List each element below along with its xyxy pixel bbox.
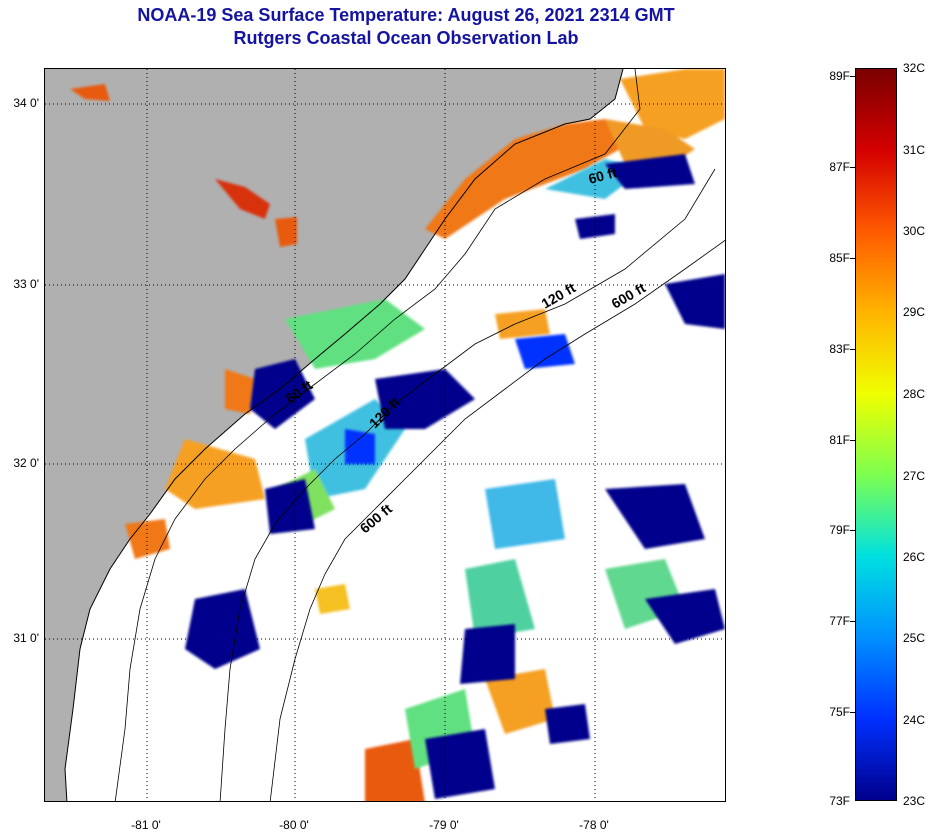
colorbar-c-label: 23C xyxy=(903,794,926,808)
grid-lines xyxy=(45,69,725,801)
colorbar-c-label: 27C xyxy=(903,469,926,483)
isobath-600ft xyxy=(269,239,725,801)
colorbar-tick xyxy=(850,76,855,77)
colorbar-c-label: 28C xyxy=(903,387,926,401)
lon-label-81: -81 0' xyxy=(131,818,161,832)
colorbar-f-label: 75F xyxy=(829,705,850,719)
coastline xyxy=(64,69,624,801)
colorbar-f-label: 73F xyxy=(829,794,850,808)
colorbar-f-label: 89F xyxy=(829,69,850,83)
colorbar-f-label: 87F xyxy=(829,160,850,174)
warm-sst-patches xyxy=(70,69,725,801)
colorbar-c-label: 32C xyxy=(903,61,926,75)
lat-label-31: 31 0' xyxy=(13,631,39,645)
colorbar-c-label: 24C xyxy=(903,713,926,727)
map-title: NOAA-19 Sea Surface Temperature: August … xyxy=(137,5,675,25)
land-area xyxy=(45,69,623,801)
lon-label-78: -78 0' xyxy=(579,818,609,832)
colorbar-f-label: 77F xyxy=(829,614,850,628)
colorbar-tick xyxy=(850,167,855,168)
colorbar-f-label: 83F xyxy=(829,342,850,356)
temperature-colorbar xyxy=(855,68,897,801)
colorbar-f-label: 85F xyxy=(829,251,850,265)
colorbar-tick xyxy=(850,530,855,531)
colorbar-tick xyxy=(850,621,855,622)
colorbar-f-label: 79F xyxy=(829,523,850,537)
contour-label-600ft-north: 600 ft xyxy=(609,279,649,311)
colorbar-c-label: 26C xyxy=(903,550,926,564)
sst-map-canvas: 60 ft 120 ft 600 ft 60 ft 120 ft 600 ft xyxy=(45,69,725,801)
isobath-60ft xyxy=(114,69,641,801)
lat-label-34: 34 0' xyxy=(13,96,39,110)
sst-map: 60 ft 120 ft 600 ft 60 ft 120 ft 600 ft xyxy=(44,68,726,802)
colorbar-f-label: 81F xyxy=(829,433,850,447)
lon-label-79: -79 0' xyxy=(429,818,459,832)
colorbar-tick xyxy=(850,258,855,259)
colorbar-c-label: 29C xyxy=(903,305,926,319)
contour-label-60ft-north: 60 ft xyxy=(587,164,619,187)
lat-label-33: 33 0' xyxy=(13,277,39,291)
colorbar-c-label: 31C xyxy=(903,143,926,157)
colorbar-tick xyxy=(850,349,855,350)
colorbar-c-label: 25C xyxy=(903,631,926,645)
colorbar-tick xyxy=(850,440,855,441)
isobath-120ft xyxy=(219,168,716,801)
lat-label-32: 32 0' xyxy=(13,456,39,470)
colorbar-c-label: 30C xyxy=(903,224,926,238)
contour-label-600ft-south: 600 ft xyxy=(357,500,396,536)
colorbar-tick xyxy=(850,712,855,713)
map-subtitle: Rutgers Coastal Ocean Observation Lab xyxy=(233,28,579,48)
cold-sst-patches xyxy=(185,154,725,799)
lon-label-80: -80 0' xyxy=(279,818,309,832)
